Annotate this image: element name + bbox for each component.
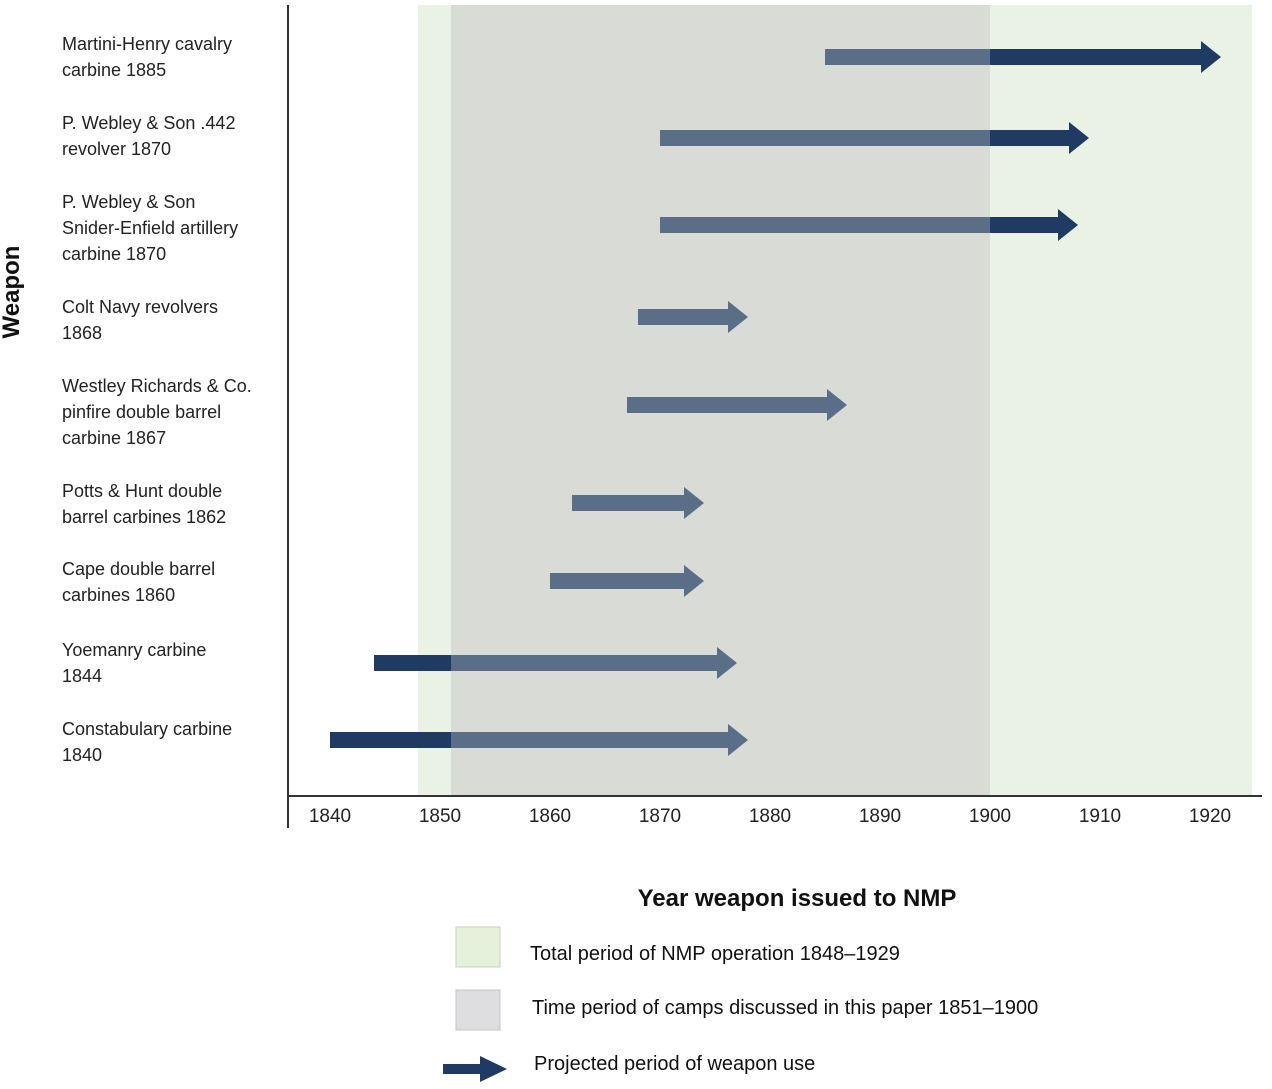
arrow-shaft-camp [550,573,684,589]
weapon-arrow [374,647,737,679]
arrow-shaft-camp [660,217,990,233]
weapon-arrow [660,209,1078,241]
legend-label-total-period: Total period of NMP operation 1848–1929 [530,943,900,965]
arrow-shaft-outside [990,130,1069,146]
arrow-shaft-camp [451,655,717,671]
legend-label-projected-use: Projected period of weapon use [534,1053,815,1075]
x-tick-label: 1850 [419,806,461,827]
weapon-arrow [825,41,1221,73]
arrow-shaft-outside [374,655,451,671]
arrow-head [1201,41,1221,73]
category-label: P. Webley & Son .442 revolver 1870 [62,113,235,159]
category-label: P. Webley & Son Snider-Enfield artillery c… [62,192,238,264]
y-axis-title: Weapon [0,246,25,339]
axes [287,5,1262,828]
arrow-head [684,565,704,597]
category-label: Martini-Henry cavalry carbine 1885 [62,34,232,80]
category-label: Cape double barrel carbines 1860 [62,559,215,605]
x-tick-labels: 1840 1850 1860 1870 1880 1890 1900 1910 1920 [309,806,1231,827]
arrow-head [728,301,748,333]
category-labels: Martini-Henry cavalry carbine 1885 P. Webl… [62,34,252,765]
x-axis-title: Year weapon issued to NMP [638,885,957,912]
category-label: Westley Richards & Co. pinfire double bar… [62,376,252,448]
weapon-arrow [330,724,748,756]
x-tick-label: 1880 [749,806,791,827]
arrow-shaft-camp [451,732,728,748]
weapon-arrow [572,487,704,519]
arrow-shaft-camp [627,397,827,413]
legend-swatch-camp-period [455,989,501,1031]
legend-arrow-icon [443,1056,507,1082]
x-tick-label: 1860 [529,806,571,827]
x-tick-label: 1900 [969,806,1011,827]
category-label: Constabulary carbine 1840 [62,719,232,765]
category-label: Colt Navy revolvers 1868 [62,297,218,343]
weapon-arrow [660,122,1089,154]
arrow-head [684,487,704,519]
arrow-head [717,647,737,679]
arrow-shaft-outside [330,732,451,748]
legend-label-camp-period: Time period of camps discussed in this p… [532,997,1038,1019]
arrow-head [1058,209,1078,241]
category-label: Potts & Hunt double barrel carbines 1862 [62,481,226,527]
weapon-arrow [550,565,704,597]
legend-swatch-total-period [455,926,501,968]
x-tick-label: 1870 [639,806,681,827]
x-tick-label: 1920 [1189,806,1231,827]
arrow-shaft-camp [660,130,990,146]
arrow-shaft-camp [638,309,728,325]
arrow-shaft-camp [825,49,990,65]
arrow-head [1069,122,1089,154]
arrow-head [827,389,847,421]
x-tick-label: 1840 [309,806,351,827]
weapon-arrow [638,301,748,333]
arrow-shaft-outside [990,217,1058,233]
x-tick-label: 1910 [1079,806,1121,827]
x-tick-label: 1890 [859,806,901,827]
arrow-shaft-outside [990,49,1201,65]
category-label: Yoemanry carbine 1844 [62,640,206,686]
arrow-shaft-camp [572,495,684,511]
weapon-arrow [627,389,847,421]
arrow-head [728,724,748,756]
weapon-arrows [330,41,1221,756]
legend: Total period of NMP operation 1848–1929 … [443,926,1038,1082]
